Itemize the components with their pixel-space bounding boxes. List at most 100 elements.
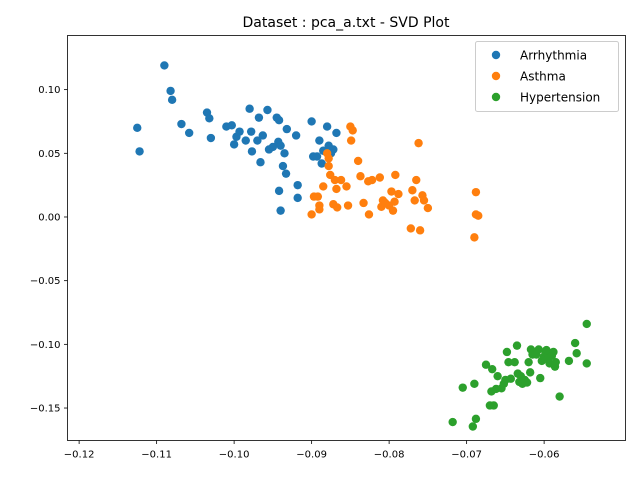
data-point bbox=[356, 172, 365, 181]
data-point bbox=[332, 184, 341, 194]
series-hypertension bbox=[448, 319, 591, 431]
data-point bbox=[448, 417, 457, 427]
data-point bbox=[336, 175, 346, 185]
series-arrhythmia bbox=[133, 61, 341, 215]
data-point bbox=[254, 113, 264, 122]
data-point bbox=[364, 210, 374, 219]
data-point bbox=[375, 173, 385, 182]
data-points bbox=[133, 61, 591, 431]
data-point bbox=[246, 127, 256, 136]
data-point bbox=[570, 338, 580, 348]
data-point bbox=[504, 357, 513, 367]
data-point bbox=[206, 133, 216, 143]
data-point bbox=[555, 392, 564, 401]
x-tick-label: −0.06 bbox=[529, 450, 560, 461]
data-point bbox=[468, 422, 478, 431]
x-tick-label: −0.09 bbox=[296, 450, 327, 461]
data-point bbox=[315, 136, 324, 145]
data-point bbox=[276, 206, 285, 215]
legend: Arrhythmia Asthma Hypertension bbox=[475, 41, 619, 112]
x-tick-label: −0.11 bbox=[141, 450, 172, 461]
data-point bbox=[410, 196, 419, 205]
legend-marker bbox=[491, 50, 501, 60]
data-point bbox=[342, 182, 351, 191]
data-point bbox=[471, 187, 481, 197]
data-point bbox=[582, 359, 591, 368]
data-point bbox=[177, 119, 186, 129]
data-point bbox=[307, 117, 316, 126]
data-point bbox=[253, 136, 262, 145]
data-point bbox=[258, 131, 267, 140]
legend-marker bbox=[491, 71, 501, 81]
data-point bbox=[493, 371, 502, 381]
data-point bbox=[322, 122, 332, 131]
legend-label: Hypertension bbox=[520, 91, 600, 105]
data-point bbox=[348, 126, 357, 135]
data-point bbox=[291, 131, 301, 140]
legend-marker bbox=[491, 92, 501, 102]
x-tick-label: −0.12 bbox=[64, 450, 95, 461]
data-point bbox=[133, 123, 142, 133]
data-point bbox=[184, 128, 194, 138]
data-point bbox=[227, 121, 236, 130]
data-point bbox=[343, 201, 353, 210]
data-point bbox=[274, 115, 284, 125]
data-point bbox=[245, 104, 254, 113]
data-point bbox=[506, 374, 515, 383]
y-tick-label: −0.10 bbox=[30, 340, 61, 351]
data-point bbox=[274, 186, 284, 196]
plot-area: −0.12 −0.11 −0.10 −0.09 −0.08 −0.07 −0.06 −0.1… bbox=[30, 35, 626, 461]
chart-title: Dataset : pca_a.txt - SVD Plot bbox=[243, 15, 450, 31]
data-point bbox=[564, 356, 574, 366]
data-point bbox=[489, 401, 498, 410]
x-axis: −0.12 −0.11 −0.10 −0.09 −0.08 −0.07 −0.06 bbox=[64, 440, 560, 461]
data-point bbox=[551, 357, 560, 367]
data-point bbox=[315, 205, 324, 214]
data-point bbox=[268, 142, 278, 152]
data-point bbox=[488, 364, 497, 374]
data-point bbox=[470, 233, 479, 242]
data-point bbox=[415, 226, 425, 235]
data-point bbox=[307, 210, 316, 219]
data-point bbox=[522, 378, 532, 387]
data-point bbox=[512, 341, 522, 350]
data-point bbox=[394, 189, 403, 199]
data-point bbox=[167, 95, 177, 105]
data-point bbox=[524, 357, 533, 367]
data-point bbox=[510, 357, 519, 367]
series-asthma bbox=[307, 122, 483, 242]
data-point bbox=[330, 175, 340, 185]
data-point bbox=[282, 124, 292, 134]
data-point bbox=[359, 198, 368, 208]
data-point bbox=[525, 368, 535, 377]
x-tick-label: −0.07 bbox=[451, 450, 482, 461]
data-point bbox=[412, 175, 421, 185]
data-point bbox=[474, 211, 483, 220]
data-point bbox=[419, 196, 429, 205]
data-point bbox=[263, 105, 272, 115]
y-tick-label: −0.15 bbox=[30, 404, 61, 415]
data-point bbox=[256, 158, 265, 167]
data-point bbox=[346, 136, 356, 145]
y-axis: −0.15 −0.10 −0.05 0.00 0.05 0.10 bbox=[30, 85, 68, 415]
data-point bbox=[235, 127, 244, 136]
data-point bbox=[229, 140, 239, 149]
data-point bbox=[387, 187, 396, 196]
legend-label: Asthma bbox=[520, 70, 566, 84]
data-point bbox=[388, 206, 398, 215]
data-point bbox=[502, 347, 512, 357]
data-point bbox=[278, 161, 288, 171]
data-point bbox=[247, 147, 257, 156]
data-point bbox=[390, 197, 399, 206]
data-point bbox=[572, 349, 581, 358]
data-point bbox=[391, 170, 400, 180]
x-tick-label: −0.10 bbox=[219, 450, 250, 461]
data-point bbox=[313, 192, 323, 201]
data-point bbox=[536, 373, 545, 383]
data-point bbox=[280, 149, 289, 158]
data-point bbox=[293, 193, 302, 203]
data-point bbox=[319, 182, 328, 191]
data-point bbox=[542, 345, 551, 355]
data-point bbox=[160, 61, 169, 70]
